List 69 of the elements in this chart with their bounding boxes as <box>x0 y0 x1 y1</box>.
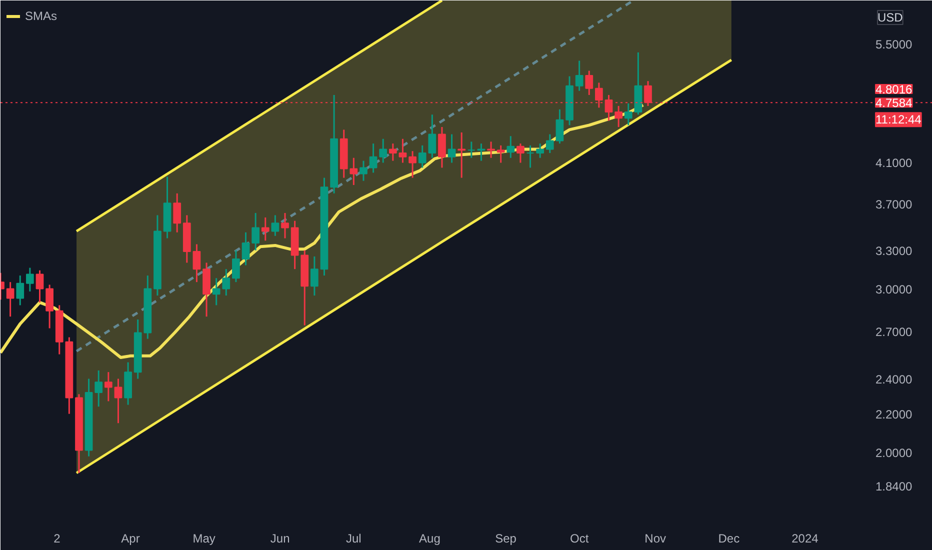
x-tick-label: Nov <box>644 532 666 546</box>
candlestick <box>536 142 544 159</box>
y-tick-label: 3.7000 <box>876 198 913 212</box>
candlestick <box>487 140 495 159</box>
candlestick <box>408 150 416 179</box>
ref-line-label: 4.7584 <box>876 96 913 110</box>
candlestick <box>624 102 632 126</box>
candlestick <box>369 142 378 174</box>
y-tick-label: 5.5000 <box>876 38 913 52</box>
candlestick <box>16 274 24 306</box>
candlestick <box>467 140 476 159</box>
candlestick <box>192 243 201 283</box>
candlestick <box>388 142 397 162</box>
x-tick-label: Aug <box>419 532 440 546</box>
y-tick-label: 2.0000 <box>876 446 913 460</box>
x-tick-label: Jul <box>346 532 362 546</box>
x-tick-label: Apr <box>121 532 140 546</box>
candlestick <box>261 216 270 242</box>
candlestick <box>281 212 289 240</box>
y-tick-label: 2.4000 <box>876 372 913 386</box>
candlestick <box>546 134 554 154</box>
x-tick-label: Jun <box>270 532 290 546</box>
candlestick <box>6 281 14 318</box>
y-tick-label: 3.0000 <box>876 282 913 296</box>
candlestick <box>506 135 515 159</box>
x-tick-label: 2024 <box>792 532 819 546</box>
candlestick <box>448 134 456 164</box>
candlestick <box>575 60 584 92</box>
candlestick <box>458 132 466 179</box>
annotation: 4.8016 <box>876 82 913 97</box>
candlestick <box>94 370 103 408</box>
candlestick <box>438 126 446 168</box>
candlestick <box>360 160 368 182</box>
candlestick <box>114 378 122 424</box>
candlestick <box>310 256 318 296</box>
y-tick-label: 2.2000 <box>876 407 913 422</box>
x-tick-label: May <box>192 532 216 546</box>
y-tick-label: 2.7000 <box>876 324 913 339</box>
candlestick <box>418 144 426 168</box>
candlestick <box>46 284 54 330</box>
candlestick <box>242 232 250 266</box>
x-tick-label: Dec <box>718 532 740 546</box>
candlestick <box>271 214 280 237</box>
x-tick-label: Sep <box>495 532 517 546</box>
candlestick <box>350 157 358 186</box>
annotation: 11:12:44 <box>876 112 922 127</box>
y-tick-label: 3.3000 <box>876 244 913 258</box>
candlestick <box>398 138 407 164</box>
candlestick <box>252 212 260 252</box>
candlestick <box>232 250 240 283</box>
y-tick-label: 1.8400 <box>876 479 913 494</box>
candlestick <box>526 144 534 168</box>
candlestick <box>614 105 622 128</box>
candlestick <box>36 270 44 304</box>
candlestick <box>556 108 564 144</box>
x-tick-label: 2 <box>54 532 61 546</box>
candlestick <box>496 144 505 164</box>
legend-label: SMAs <box>25 9 58 23</box>
candlestick <box>379 138 388 164</box>
y-axis-title: USD <box>878 10 904 24</box>
candlestick <box>104 371 112 402</box>
x-tick-label: Oct <box>570 532 590 546</box>
candlestick <box>516 142 524 164</box>
candlestick <box>428 114 436 159</box>
candlestick <box>26 267 34 292</box>
candlestick <box>173 192 182 234</box>
candlestick <box>585 70 594 96</box>
candlestick <box>477 142 486 162</box>
y-tick-label: 4.1000 <box>876 156 913 170</box>
